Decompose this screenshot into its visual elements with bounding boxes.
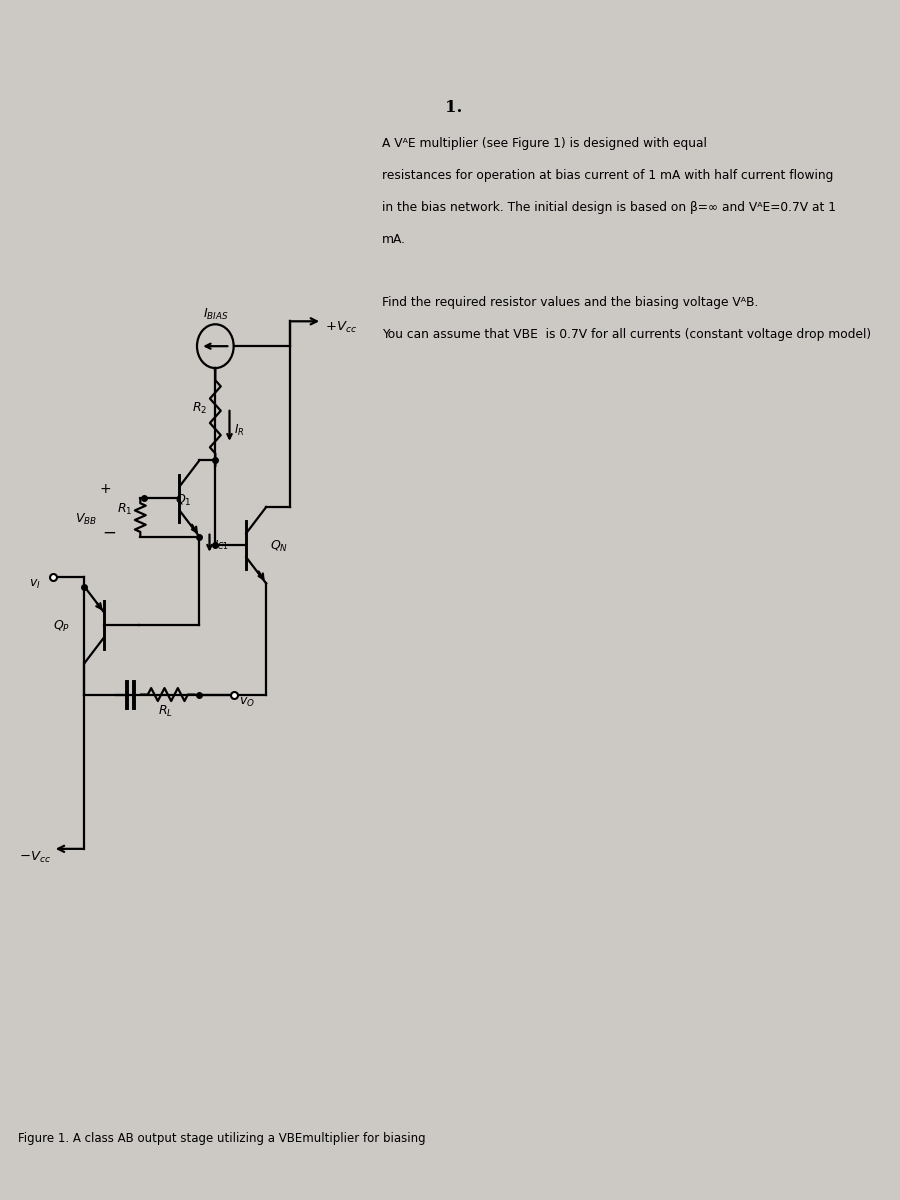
Text: $I_R$: $I_R$ xyxy=(234,422,244,438)
Text: $-V_{cc}$: $-V_{cc}$ xyxy=(20,850,51,865)
Text: $+$: $+$ xyxy=(99,482,111,497)
Text: $I_{C1}$: $I_{C1}$ xyxy=(213,539,229,552)
Text: in the bias network. The initial design is based on β=∞ and VᴬE=0.7V at 1: in the bias network. The initial design … xyxy=(382,200,836,214)
Text: $R_2$: $R_2$ xyxy=(192,401,207,416)
Text: $-$: $-$ xyxy=(102,523,116,541)
Text: A VᴬE multiplier (see Figure 1) is designed with equal: A VᴬE multiplier (see Figure 1) is desig… xyxy=(382,137,706,150)
Text: Find the required resistor values and the biasing voltage VᴬB.: Find the required resistor values and th… xyxy=(382,296,759,310)
Text: $V_{BB}$: $V_{BB}$ xyxy=(76,511,97,527)
Text: $v_O$: $v_O$ xyxy=(238,696,255,709)
Text: $I_{BIAS}$: $I_{BIAS}$ xyxy=(202,307,229,323)
Text: $Q_P$: $Q_P$ xyxy=(53,619,70,634)
Text: You can assume that VBE  is 0.7V for all currents (constant voltage drop model): You can assume that VBE is 0.7V for all … xyxy=(382,329,871,341)
Text: $R_1$: $R_1$ xyxy=(117,502,132,517)
Text: 1.: 1. xyxy=(445,100,462,116)
Text: $+V_{cc}$: $+V_{cc}$ xyxy=(326,320,357,335)
Text: $Q_1$: $Q_1$ xyxy=(176,492,192,508)
Text: $R_L$: $R_L$ xyxy=(158,703,173,719)
Text: resistances for operation at bias current of 1 mA with half current flowing: resistances for operation at bias curren… xyxy=(382,169,833,182)
Text: mA.: mA. xyxy=(382,233,406,246)
Text: $Q_N$: $Q_N$ xyxy=(270,539,289,554)
Text: Figure 1. A class AB output stage utilizing a VBEmultiplier for biasing: Figure 1. A class AB output stage utiliz… xyxy=(18,1133,426,1146)
Text: $v_I$: $v_I$ xyxy=(30,577,41,590)
